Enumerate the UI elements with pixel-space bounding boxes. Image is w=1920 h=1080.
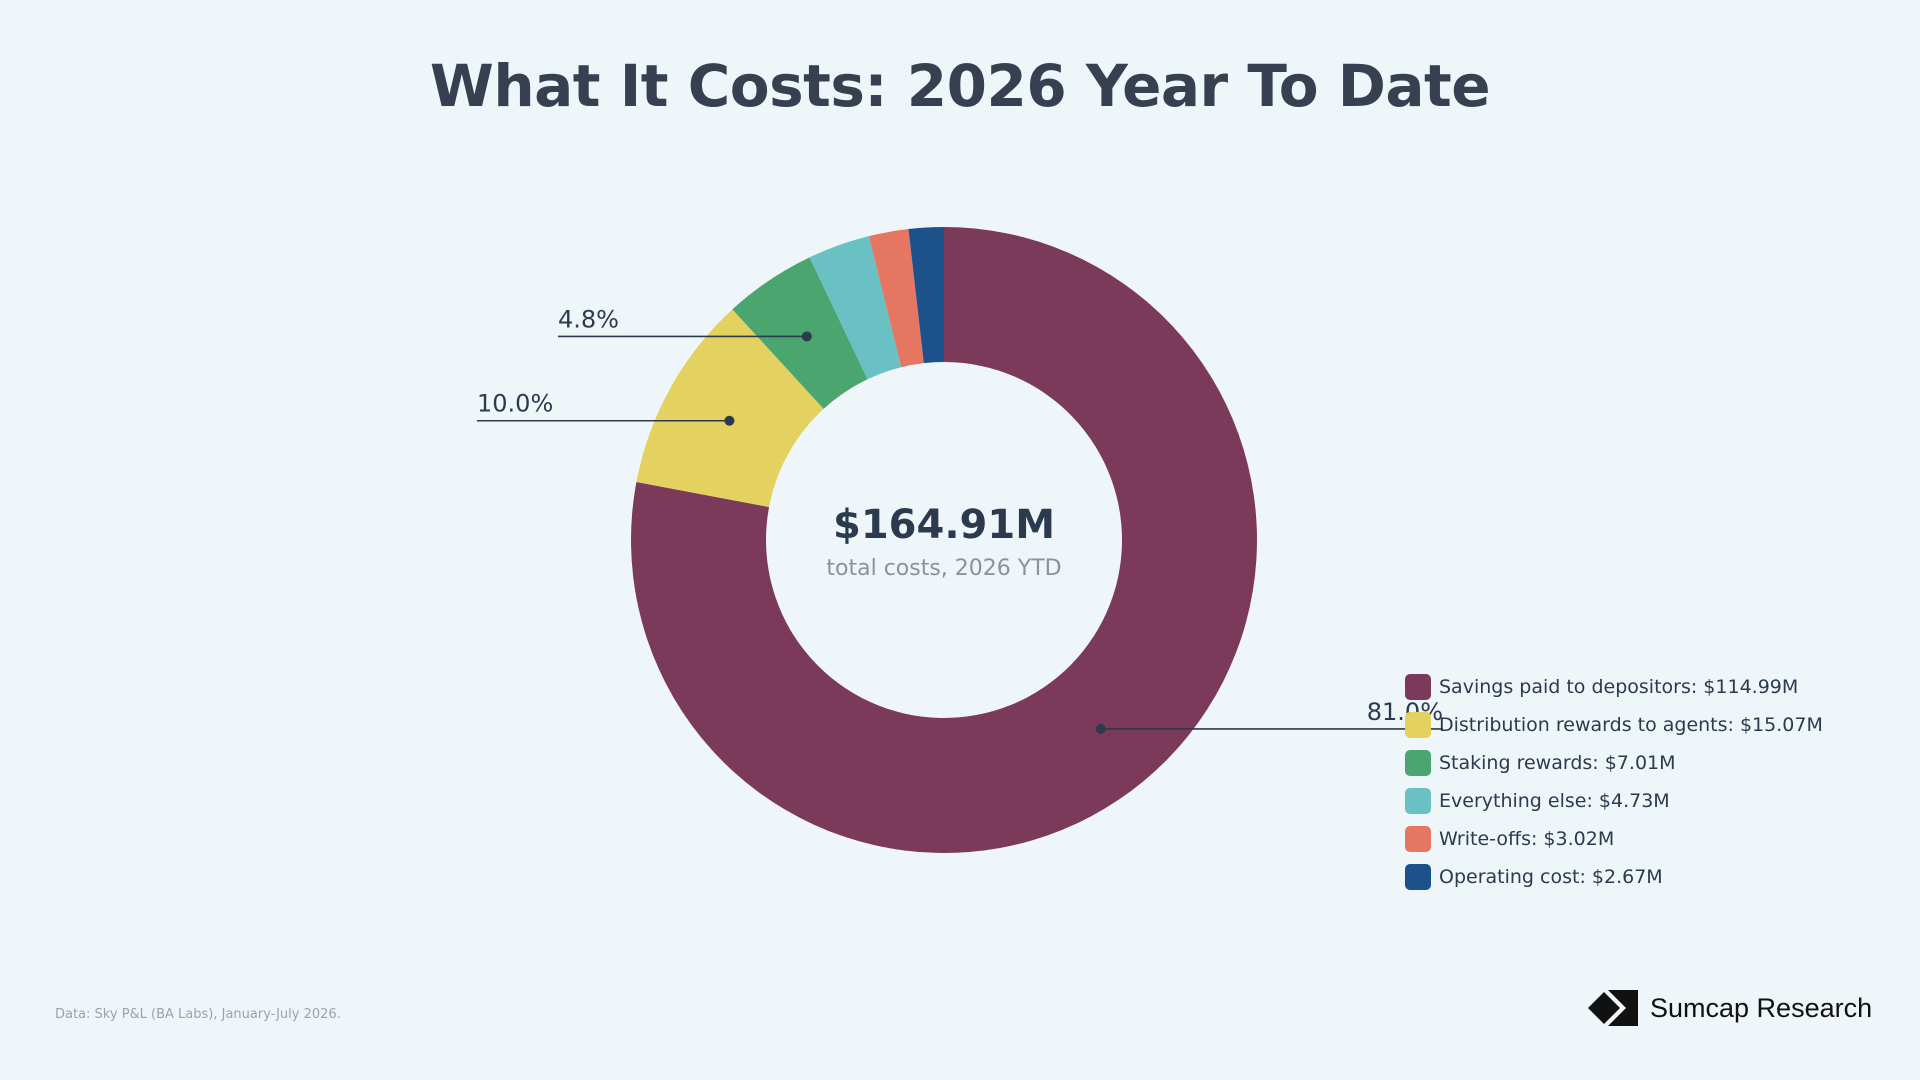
center-total-value: $164.91M: [833, 502, 1055, 548]
callouts: 81.0%10.0%4.8%: [477, 305, 1443, 734]
slice-2: [732, 257, 868, 409]
legend-label-5: Operating cost: $2.67M: [1439, 866, 1663, 888]
sumcap-logo-icon: [1588, 990, 1638, 1026]
legend-item-0: Savings paid to depositors: $114.99M: [1405, 668, 1823, 706]
callout-label-2: 4.8%: [558, 305, 619, 333]
legend-label-1: Distribution rewards to agents: $15.07M: [1439, 714, 1823, 736]
slice-3: [809, 236, 902, 380]
legend-item-5: Operating cost: $2.67M: [1405, 858, 1823, 896]
donut-slices: [630, 227, 1257, 853]
legend-item-4: Write-offs: $3.02M: [1405, 820, 1823, 858]
legend-label-4: Write-offs: $3.02M: [1439, 828, 1615, 850]
source-note: Data: Sky P&L (BA Labs), January-July 20…: [55, 1007, 341, 1022]
callout-dot-1: [724, 415, 735, 426]
brand: Sumcap Research: [1588, 988, 1872, 1028]
legend-swatch-3: [1405, 788, 1431, 814]
slice-5: [908, 227, 944, 364]
slice-0: [630, 227, 1257, 853]
callout-dot-0: [1095, 723, 1106, 734]
slice-4: [868, 229, 924, 368]
legend-swatch-4: [1405, 826, 1431, 852]
legend-label-0: Savings paid to depositors: $114.99M: [1439, 676, 1799, 698]
legend: Savings paid to depositors: $114.99M Dist…: [1405, 668, 1823, 896]
legend-label-2: Staking rewards: $7.01M: [1439, 752, 1676, 774]
brand-name: Sumcap Research: [1650, 992, 1873, 1023]
legend-item-3: Everything else: $4.73M: [1405, 782, 1823, 820]
legend-label-3: Everything else: $4.73M: [1439, 790, 1670, 812]
callout-dot-2: [801, 331, 812, 342]
legend-swatch-2: [1405, 750, 1431, 776]
legend-item-2: Staking rewards: $7.01M: [1405, 744, 1823, 782]
legend-swatch-0: [1405, 674, 1431, 700]
legend-swatch-1: [1405, 712, 1431, 738]
legend-swatch-5: [1405, 864, 1431, 890]
chart-title: What It Costs: 2026 Year To Date: [429, 52, 1491, 120]
callout-label-1: 10.0%: [477, 390, 553, 418]
legend-item-1: Distribution rewards to agents: $15.07M: [1405, 706, 1823, 744]
center-total-label: total costs, 2026 YTD: [826, 556, 1061, 581]
slice-1: [636, 309, 824, 508]
